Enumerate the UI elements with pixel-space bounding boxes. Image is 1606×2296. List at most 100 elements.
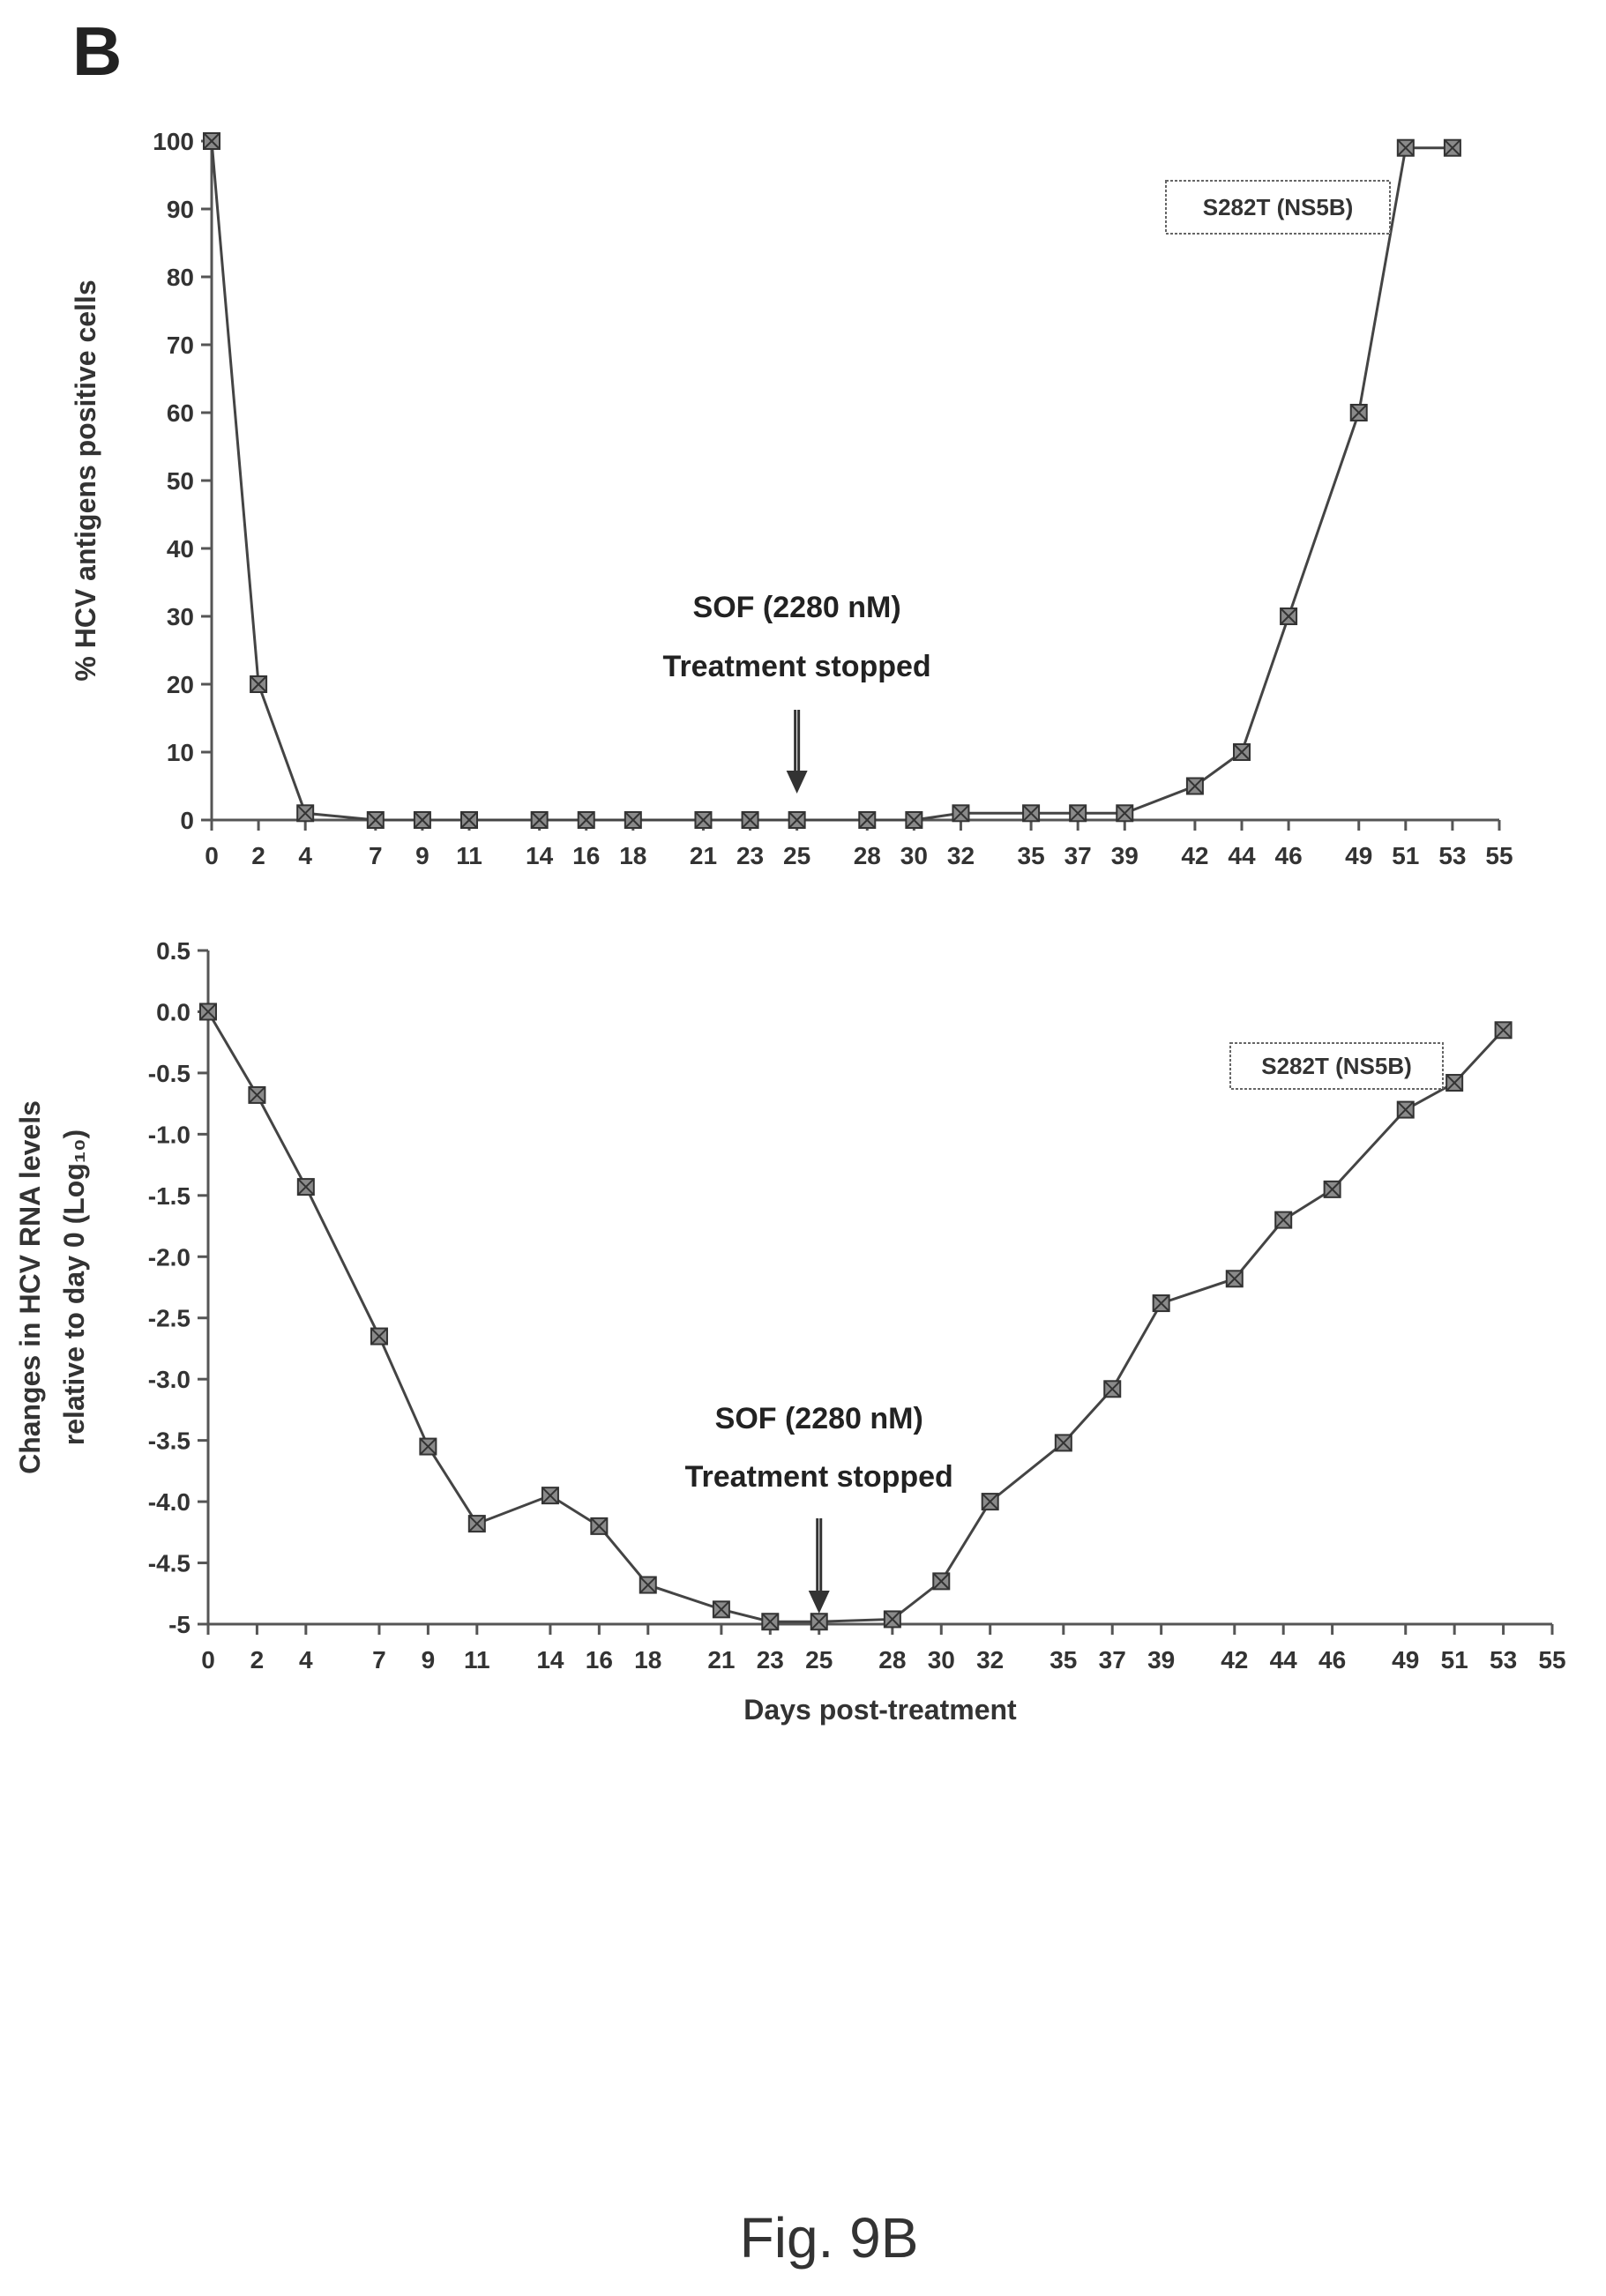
data-point <box>639 1576 657 1594</box>
data-point-cross <box>694 811 713 829</box>
data-point <box>413 811 431 829</box>
x-tick-label: 46 <box>1318 1646 1346 1674</box>
data-point-cross <box>1103 1380 1121 1398</box>
x-tick-label: 42 <box>1181 842 1208 869</box>
x-tick-label: 32 <box>947 842 975 869</box>
x-tick-label: 53 <box>1438 842 1466 869</box>
x-tick-label: 2 <box>251 842 265 869</box>
y-tick-label: 60 <box>167 399 194 427</box>
data-point <box>1323 1180 1341 1198</box>
data-point-cross <box>1055 1434 1072 1452</box>
data-point <box>530 811 549 829</box>
x-tick-label: 35 <box>1018 842 1045 869</box>
data-point <box>761 1613 780 1631</box>
data-point-cross <box>1152 1294 1170 1312</box>
data-point <box>932 1572 951 1591</box>
data-point-cross <box>981 1493 999 1510</box>
data-point <box>1103 1380 1122 1398</box>
data-point <box>1443 138 1461 157</box>
data-point-cross <box>460 811 478 829</box>
x-tick-label: 49 <box>1345 842 1372 869</box>
x-tick-label: 55 <box>1485 842 1513 869</box>
y-tick-label: -1.5 <box>148 1182 190 1210</box>
data-point <box>1233 743 1251 761</box>
data-point-cross <box>1274 1211 1292 1229</box>
data-point-cross <box>952 804 970 823</box>
y-tick-label: 80 <box>167 264 194 291</box>
data-point <box>1054 1434 1072 1452</box>
y-tick-label: -3.5 <box>148 1428 190 1455</box>
x-tick-label: 0 <box>205 842 219 869</box>
data-point <box>370 1327 388 1346</box>
y-tick-label: 100 <box>153 128 194 155</box>
data-point-cross <box>1350 404 1368 421</box>
y-tick-label: 70 <box>167 332 194 359</box>
data-point <box>694 811 713 829</box>
y-tick-label: -3.0 <box>148 1366 190 1393</box>
data-point <box>1445 1074 1464 1092</box>
data-point-cross <box>905 811 923 829</box>
data-point-cross <box>370 1327 388 1346</box>
x-tick-label: 53 <box>1490 1646 1517 1674</box>
y-tick-label: 30 <box>167 603 194 630</box>
x-tick-label: 35 <box>1050 1646 1077 1674</box>
figure-caption: Fig. 9B <box>740 2206 919 2270</box>
data-point-cross <box>542 1487 559 1504</box>
x-tick-label: 37 <box>1064 842 1092 869</box>
chart-hcv-rna-change: 0.5 0.0 -0.5 -1.0 -1.5 -2.0 -2.5 -3.0 -3.5 -4.0 -4… <box>14 937 1566 1726</box>
data-point-cross <box>1444 138 1461 157</box>
data-point-cross <box>296 804 314 823</box>
data-point <box>419 1437 437 1456</box>
data-point-cross <box>203 132 220 150</box>
y-tick-label: -0.5 <box>148 1060 190 1087</box>
data-point-cross <box>1226 1270 1244 1287</box>
x-tick-label: 30 <box>900 842 928 869</box>
data-point-cross <box>419 1437 437 1456</box>
legend-box <box>1229 1042 1444 1090</box>
data-point <box>467 1515 486 1533</box>
annotation-line: Treatment stopped <box>685 1460 953 1494</box>
data-point <box>199 1003 217 1021</box>
data-point <box>788 811 806 829</box>
data-point-cross <box>713 1600 730 1619</box>
x-tick-label: 7 <box>372 1646 386 1674</box>
x-tick-label: 46 <box>1275 842 1303 869</box>
data-point <box>577 811 595 829</box>
y-axis-title-line: relative to day 0 (Log₁₀) <box>58 1129 90 1445</box>
x-tick-label: 25 <box>805 1646 833 1674</box>
x-tick-label: 44 <box>1270 1646 1298 1674</box>
y-tick-label: -1.0 <box>148 1121 190 1148</box>
data-point <box>1396 1100 1415 1119</box>
data-point <box>203 132 220 150</box>
data-point <box>250 675 268 693</box>
data-point-cross <box>1233 743 1251 761</box>
annotation-line: SOF (2280 nM) <box>693 591 901 624</box>
data-point <box>624 811 642 829</box>
data-point <box>981 1493 999 1511</box>
data-point-cross <box>248 1086 266 1104</box>
y-tick-label: 20 <box>167 671 194 698</box>
x-tick-label: 14 <box>536 1646 564 1674</box>
data-point-cross <box>1116 804 1133 823</box>
data-point-cross <box>468 1515 486 1532</box>
annotation-line: Treatment stopped <box>663 650 931 683</box>
data-point-cross <box>297 1178 315 1196</box>
data-point <box>1069 804 1087 823</box>
y-tick-label: -4.5 <box>148 1550 190 1577</box>
data-point <box>1280 608 1298 625</box>
x-tick-label: 14 <box>526 842 554 869</box>
data-point <box>541 1487 559 1505</box>
data-point <box>712 1600 730 1619</box>
y-tick-label: 0 <box>180 807 194 834</box>
data-point-cross <box>932 1572 950 1591</box>
x-tick-label: 32 <box>976 1646 1004 1674</box>
x-tick-label: 23 <box>736 842 764 869</box>
data-point-cross <box>1494 1021 1513 1039</box>
data-point-cross <box>199 1003 217 1021</box>
data-point <box>1274 1211 1293 1229</box>
x-tick-label: 55 <box>1538 1646 1565 1674</box>
data-point-cross <box>578 811 595 829</box>
data-point-cross <box>1186 777 1204 795</box>
